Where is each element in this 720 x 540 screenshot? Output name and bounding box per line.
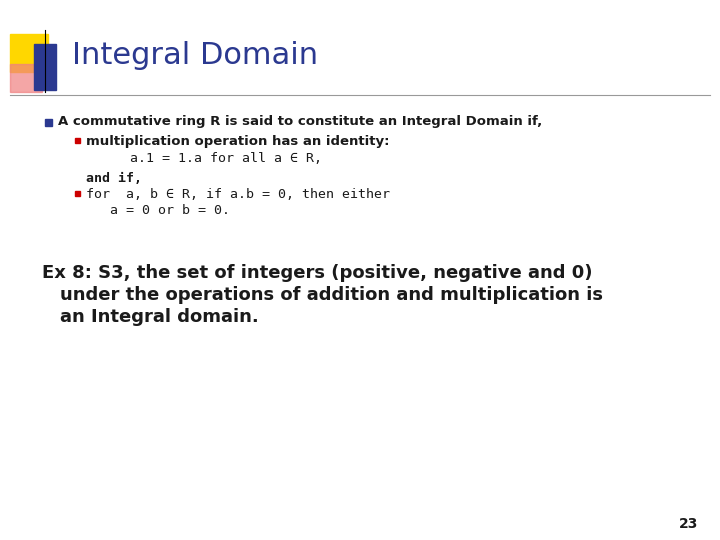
Text: Ex 8: S3, the set of integers (positive, negative and 0): Ex 8: S3, the set of integers (positive,… <box>42 264 593 282</box>
Text: Integral Domain: Integral Domain <box>72 40 318 70</box>
Text: for  a, b ∈ R, if a.b = 0, then either: for a, b ∈ R, if a.b = 0, then either <box>86 187 390 200</box>
Text: A commutative ring R is said to constitute an Integral Domain if,: A commutative ring R is said to constitu… <box>58 116 542 129</box>
Text: multiplication operation has an identity:: multiplication operation has an identity… <box>86 134 390 147</box>
Bar <box>45 119 52 126</box>
Bar <box>34 44 56 90</box>
Text: a = 0 or b = 0.: a = 0 or b = 0. <box>110 204 230 217</box>
Text: under the operations of addition and multiplication is: under the operations of addition and mul… <box>60 286 603 304</box>
Text: 23: 23 <box>679 517 698 531</box>
Text: and if,: and if, <box>86 172 142 185</box>
Bar <box>75 191 80 196</box>
Text: an Integral domain.: an Integral domain. <box>60 308 258 326</box>
Text: a.1 = 1.a for all a ∈ R,: a.1 = 1.a for all a ∈ R, <box>130 152 322 165</box>
Bar <box>75 138 80 143</box>
Bar <box>10 34 48 72</box>
Bar <box>10 64 42 92</box>
